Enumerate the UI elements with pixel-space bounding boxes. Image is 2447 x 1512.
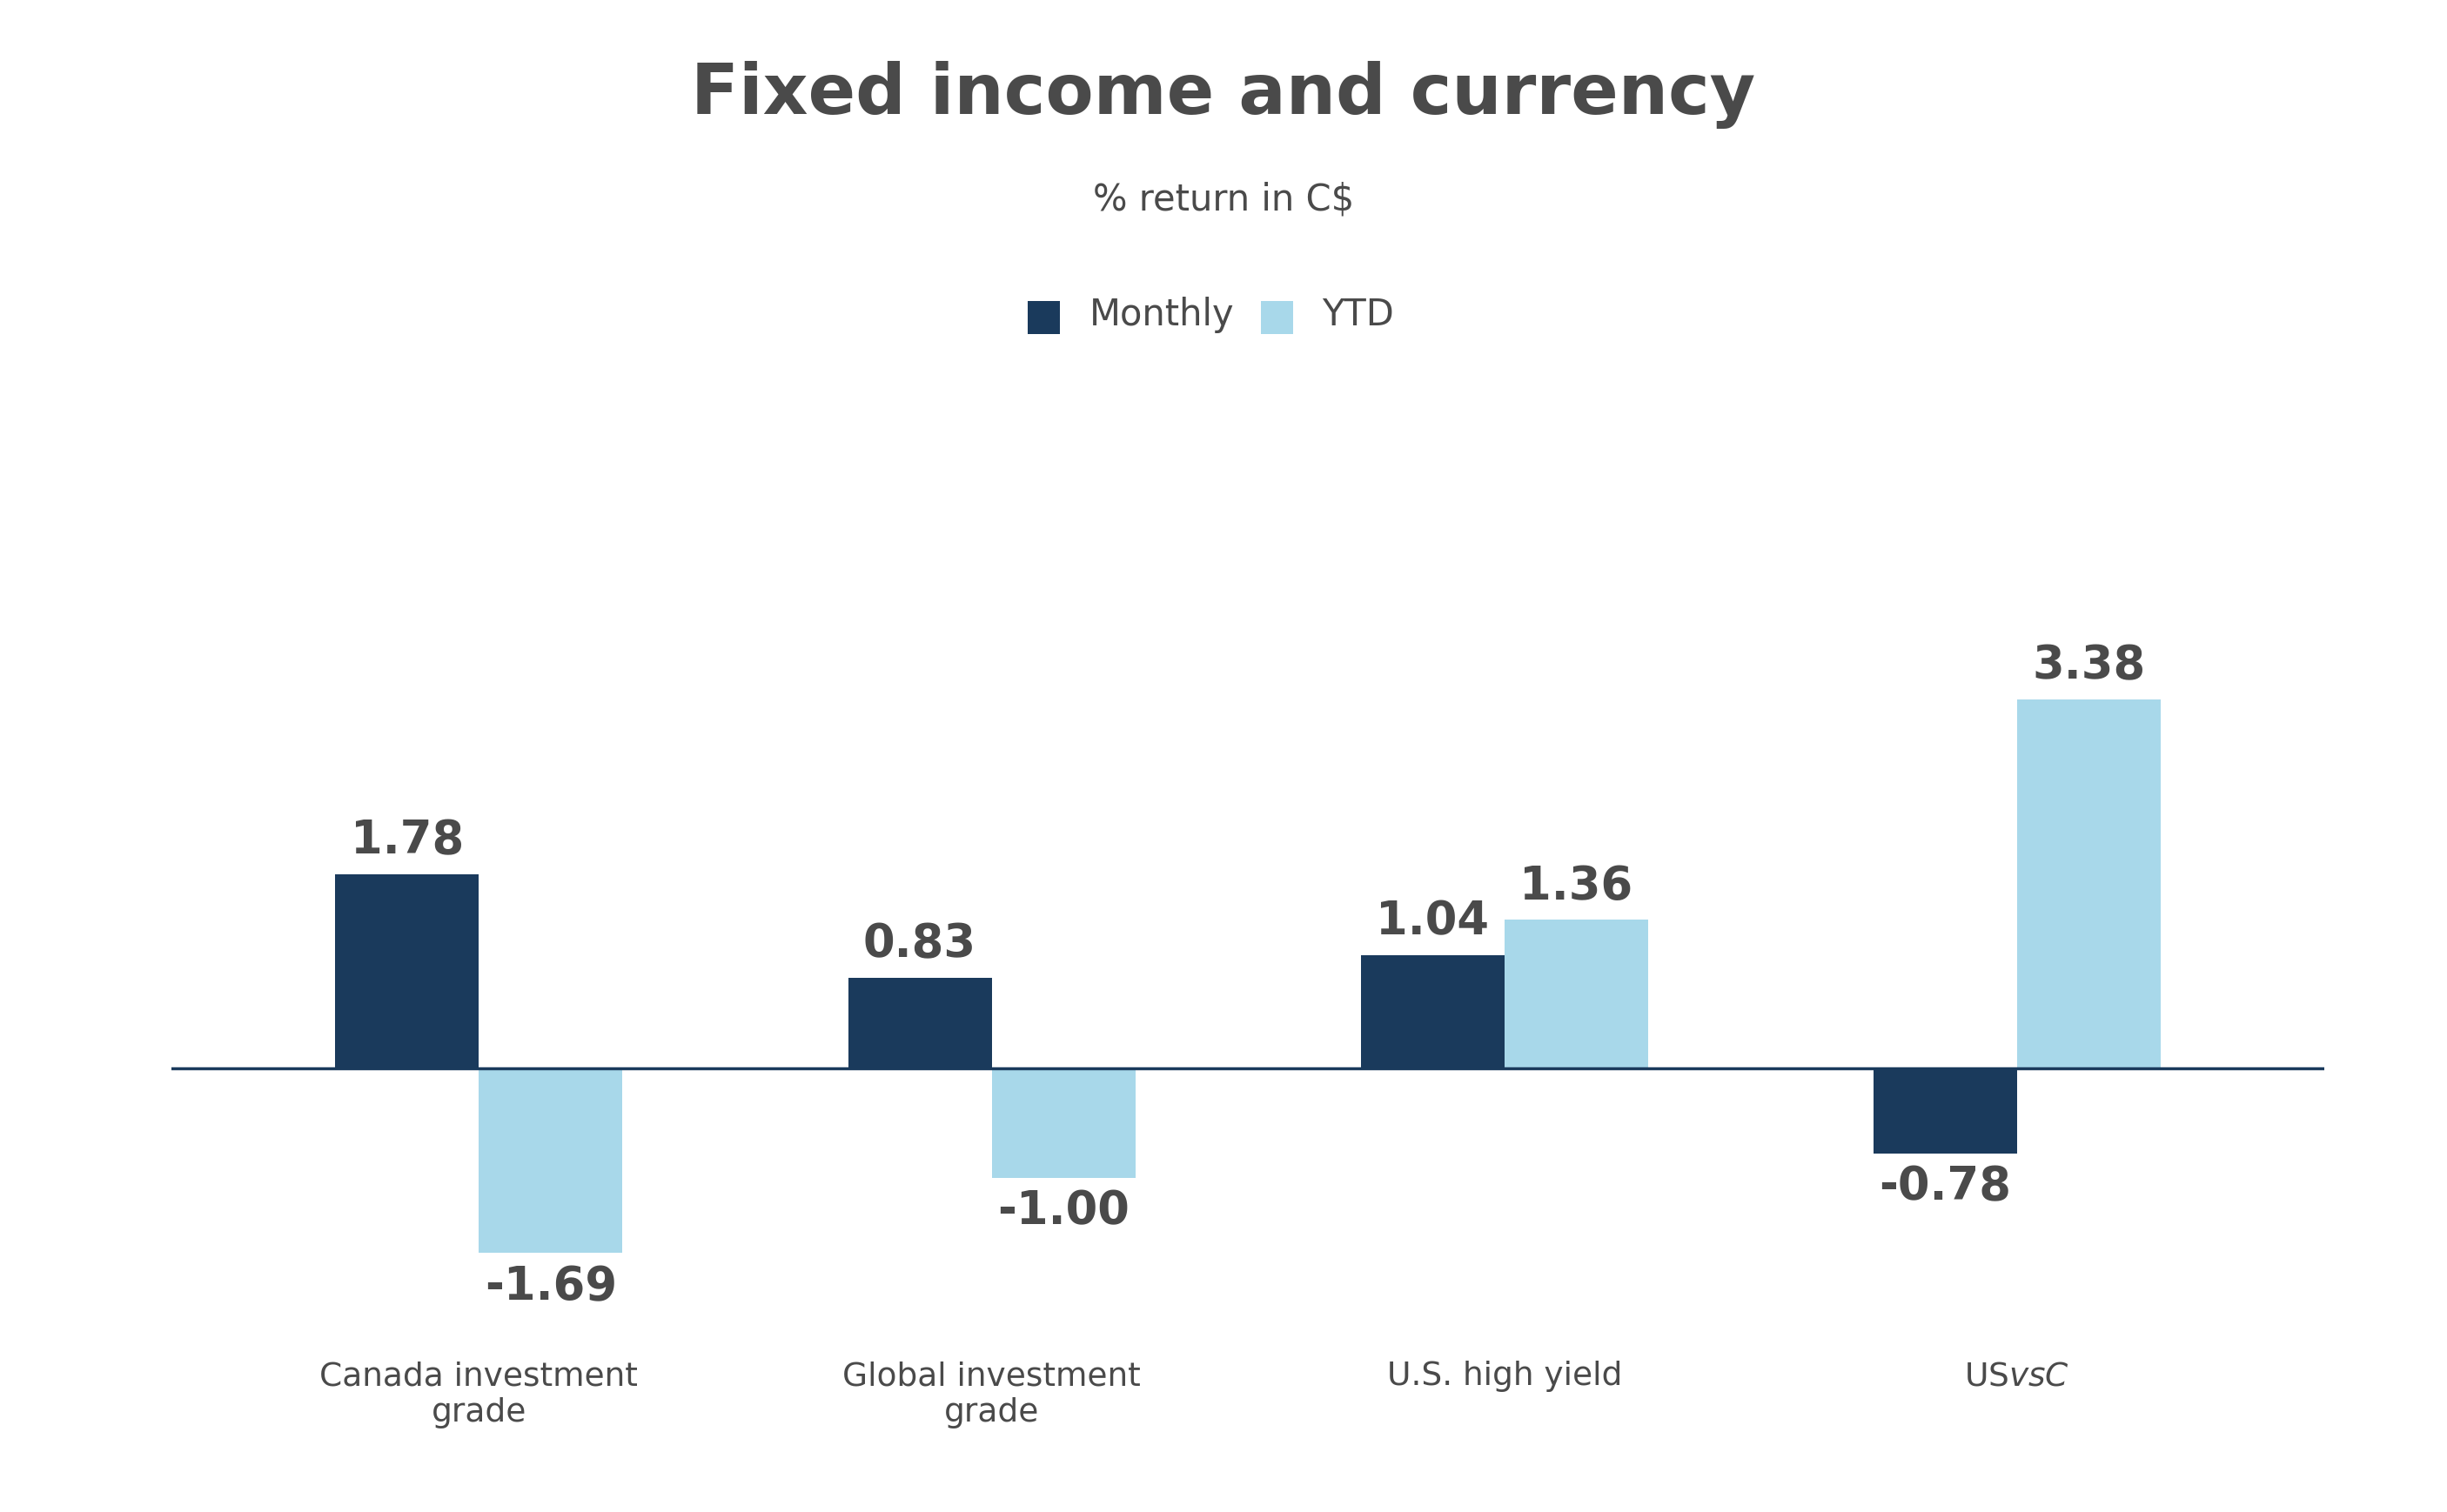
Text: -1.00: -1.00 — [998, 1188, 1131, 1234]
Bar — [2016, 700, 2161, 1069]
Text: 1.36: 1.36 — [1520, 863, 1632, 909]
Bar — [1361, 956, 1505, 1069]
Bar — [849, 978, 991, 1069]
Bar — [480, 1069, 622, 1253]
Text: 1.78: 1.78 — [350, 818, 465, 863]
Text: Fixed income and currency: Fixed income and currency — [690, 60, 1757, 129]
Text: YTD: YTD — [1321, 296, 1395, 333]
Text: Monthly: Monthly — [1089, 296, 1233, 333]
Bar — [1505, 919, 1647, 1069]
Bar — [1874, 1069, 2016, 1154]
Text: -0.78: -0.78 — [1879, 1164, 2011, 1210]
Bar — [991, 1069, 1135, 1178]
Text: % return in C$: % return in C$ — [1094, 181, 1353, 218]
Text: 3.38: 3.38 — [2031, 643, 2146, 688]
Text: 1.04: 1.04 — [1375, 898, 1490, 943]
Bar — [335, 874, 480, 1069]
Text: -1.69: -1.69 — [485, 1264, 617, 1309]
Text: 0.83: 0.83 — [864, 922, 976, 968]
